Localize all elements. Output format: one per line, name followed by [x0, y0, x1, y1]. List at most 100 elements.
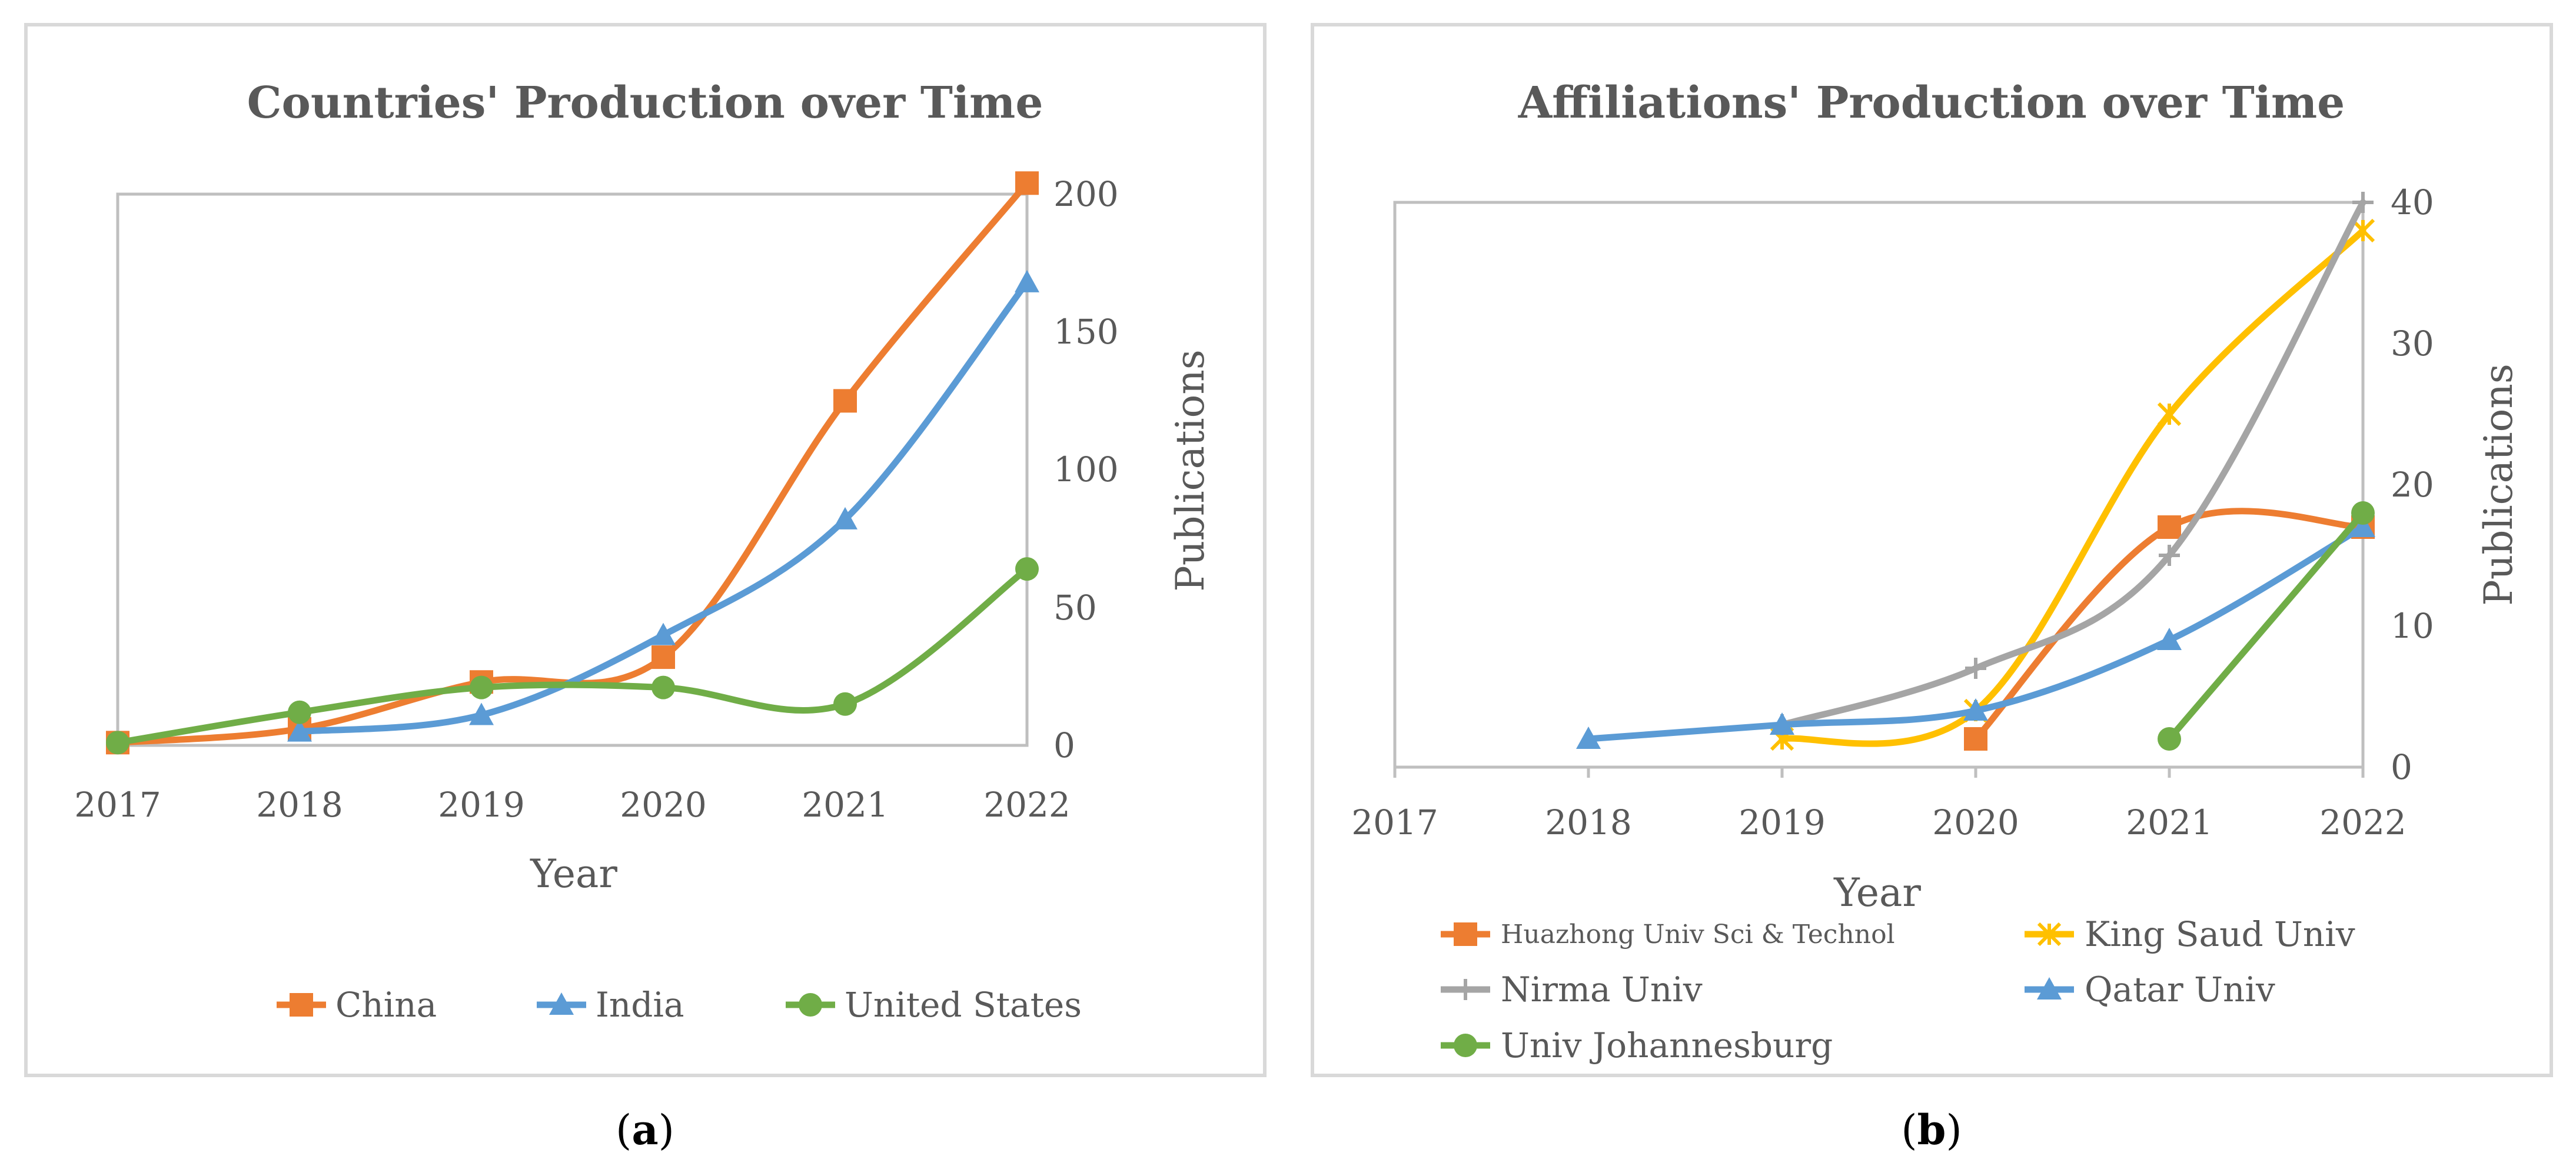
legend-entry-king-saud: King Saud Univ	[2025, 914, 2355, 954]
x-tick-label: 2019	[1739, 802, 1826, 842]
legend-entry-india: India	[537, 985, 684, 1025]
data-point-united-states	[106, 731, 129, 755]
legend-swatch-johannesburg	[1441, 1034, 1490, 1057]
panel-b-x-axis-label: Year	[1833, 870, 1921, 915]
legend-marker-united-states	[799, 993, 822, 1017]
panel-a-series-layer	[106, 171, 1039, 755]
legend-label: Nirma Univ	[1501, 970, 1703, 1010]
y-tick-label: 20	[2391, 465, 2434, 505]
y-tick-label: 0	[2391, 747, 2412, 787]
series-line-king-saud-univ	[1779, 227, 2366, 747]
data-point-nirma-univ	[1965, 658, 1986, 679]
series-line-nirma-univ	[1779, 199, 2366, 728]
x-tick-label: 2022	[983, 785, 1071, 825]
legend-label: India	[596, 985, 684, 1025]
x-tick-label: 2018	[256, 785, 343, 825]
legend-entry-china: China	[277, 985, 437, 1025]
x-tick-label: 2018	[1545, 802, 1632, 842]
caption-a: (a)	[616, 1105, 674, 1154]
panel-a-plot-area	[116, 192, 1029, 747]
series-line-united-states	[114, 565, 1031, 746]
series-line-china	[114, 179, 1031, 746]
x-tick-label: 2020	[1932, 802, 2019, 842]
x-tick-label: 2021	[2126, 802, 2213, 842]
legend-entry-johannesburg: Univ Johannesburg	[1441, 1025, 1833, 1065]
data-point-qatar-univ	[2157, 628, 2182, 650]
panel-b-plot-area	[1393, 201, 2365, 769]
data-point-nirma-univ	[2352, 192, 2374, 213]
legend-swatch-huazhong	[1441, 922, 1490, 946]
data-point-nirma-univ	[2159, 545, 2180, 566]
legend-marker-nirma-univ	[1455, 979, 1476, 1000]
panel-a: Countries' Production over Time 2017 201…	[24, 23, 1267, 1077]
data-point-qatar-univ	[1770, 712, 1794, 735]
legend-marker-india	[549, 992, 574, 1015]
data-point-united-states	[833, 692, 857, 716]
legend-marker-china	[290, 993, 313, 1017]
series-united-states	[106, 557, 1039, 755]
panel-b: Affiliations' Production over Time 2017 …	[1311, 23, 2553, 1077]
data-point-qatar-univ	[1576, 727, 1601, 749]
y-tick-label: 30	[2391, 324, 2434, 364]
x-tick-label: 2017	[74, 785, 161, 825]
panel-b-x-ticks: 2017 2018 2019 2020 2021 2022	[1351, 802, 2407, 842]
data-point-china	[1015, 171, 1039, 195]
panel-a-frame	[24, 23, 1267, 1077]
x-tick-label: 2021	[802, 785, 889, 825]
data-point-india	[833, 507, 857, 529]
data-point-king-saud-univ	[2157, 402, 2182, 427]
y-tick-label: 100	[1053, 449, 1119, 489]
panel-a-x-axis-label: Year	[530, 851, 617, 897]
y-tick-label: 10	[2391, 606, 2434, 646]
y-tick-label: 50	[1053, 588, 1097, 628]
panel-a-title: Countries' Production over Time	[247, 78, 1043, 128]
y-tick-label: 150	[1053, 312, 1119, 352]
panel-a-y-axis-label: Publications	[1168, 349, 1213, 591]
panel-b-legend: Huazhong Univ Sci & Technol King Saud Un…	[1441, 914, 2355, 1065]
panel-b-title: Affiliations' Production over Time	[1518, 78, 2345, 128]
data-point-india	[469, 702, 494, 725]
y-tick-label: 0	[1053, 725, 1075, 765]
y-tick-label: 200	[1053, 174, 1119, 214]
legend-label: Univ Johannesburg	[1501, 1025, 1833, 1065]
caption-b: (b)	[1901, 1105, 1962, 1154]
data-point-united-states	[1015, 557, 1039, 581]
panel-b-x-axis-ticks-marks	[1393, 767, 2365, 778]
data-point-univ-johannesburg	[2351, 501, 2375, 525]
data-point-china	[833, 389, 857, 413]
legend-marker-univ-johannesburg	[1454, 1034, 1477, 1057]
panel-a-y-ticks: 0 50 100 150 200	[1053, 174, 1119, 765]
data-point-china	[652, 645, 675, 669]
legend-label: United States	[845, 985, 1082, 1025]
x-tick-label: 2022	[2319, 802, 2407, 842]
legend-marker-qatar-univ	[2037, 977, 2062, 1000]
legend-swatch-india	[537, 992, 586, 1015]
legend-swatch-qatar	[2025, 977, 2074, 1000]
legend-swatch-nirma	[1441, 979, 1490, 1000]
data-point-qatar-univ	[1963, 698, 1988, 721]
caption-a-letter: a	[631, 1105, 658, 1154]
legend-swatch-china	[277, 993, 326, 1017]
panel-a-x-ticks: 2017 2018 2019 2020 2021 2022	[74, 785, 1071, 825]
legend-entry-united-states: United States	[786, 985, 1082, 1025]
legend-label: Qatar Univ	[2085, 970, 2275, 1010]
x-tick-label: 2020	[620, 785, 707, 825]
series-king-saud-univ	[1770, 218, 2375, 751]
y-tick-label: 40	[2391, 182, 2434, 222]
data-point-united-states	[652, 675, 675, 699]
data-point-univ-johannesburg	[2158, 727, 2181, 751]
data-point-india	[651, 622, 676, 645]
panel-a-legend: China India United States	[277, 985, 1082, 1025]
data-point-huazhong-univ-sci-technol	[2158, 515, 2181, 539]
series-nirma-univ	[1771, 192, 2374, 735]
panel-b-series-layer	[1576, 192, 2375, 751]
data-point-huazhong-univ-sci-technol	[1964, 727, 1987, 751]
data-point-united-states	[470, 675, 493, 699]
caption-b-letter: b	[1917, 1105, 1946, 1154]
legend-swatch-king-saud	[2025, 922, 2074, 947]
legend-entry-huazhong: Huazhong Univ Sci & Technol	[1441, 920, 1895, 950]
panel-b-y-axis-label: Publications	[2476, 364, 2521, 605]
x-tick-label: 2017	[1351, 802, 1438, 842]
series-line-univ-johannesburg	[2166, 509, 2366, 742]
